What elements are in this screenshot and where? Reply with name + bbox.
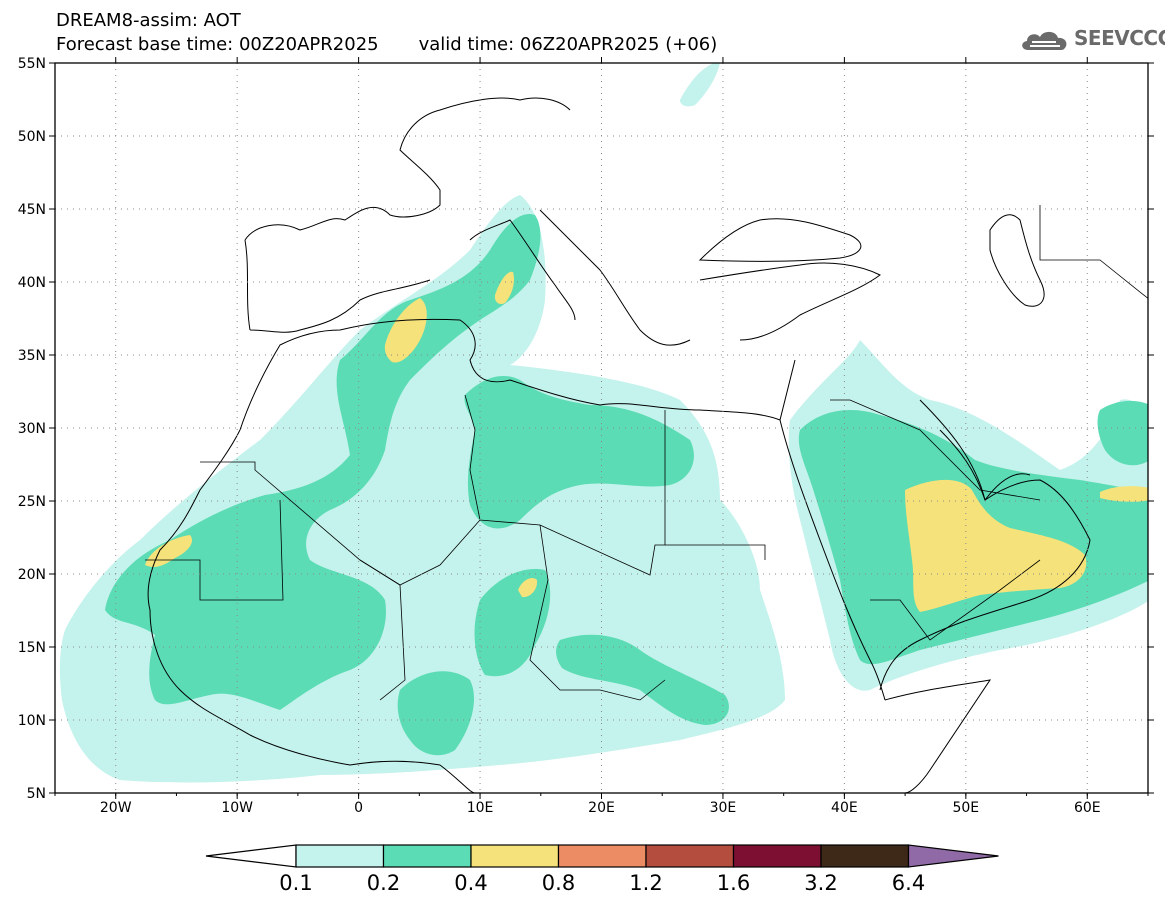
lon-label: 30E	[710, 800, 737, 816]
colorbar: 0.1 0.2 0.4 0.8 1.2 1.6 3.2 6.4	[205, 844, 999, 895]
border-line	[200, 410, 666, 586]
colorbar-swatch	[732, 844, 822, 868]
coastlines	[147, 97, 1091, 793]
colorbar-label: 1.2	[629, 871, 662, 895]
colorbar-label: 0.4	[454, 871, 487, 895]
lat-label: 15N	[18, 640, 46, 656]
seevccc-logo: SEEVCCC	[1018, 24, 1165, 56]
lat-label: 5N	[27, 786, 46, 802]
aot-level-0.2-iran	[1097, 400, 1148, 466]
lon-label: 0	[354, 800, 363, 816]
europe-coastline	[244, 97, 571, 241]
lat-label: 55N	[18, 56, 46, 72]
axis-ticks	[49, 57, 1154, 799]
north-africa-coastline	[239, 318, 781, 431]
colorbar-swatch	[382, 844, 472, 868]
west-africa-coastline	[147, 429, 441, 766]
colorbar-low-arrow	[205, 844, 297, 868]
aot-level-0.1-egypt	[720, 595, 749, 629]
colorbar-swatch	[645, 844, 735, 868]
colorbar-swatch	[470, 844, 560, 868]
latitude-labels: 55N 50N 45N 40N 35N 30N 25N 20N 15N 10N 5N	[18, 56, 46, 802]
lon-label: 20E	[588, 800, 615, 816]
lat-label: 35N	[18, 348, 46, 364]
caspian-coastline	[989, 214, 1045, 307]
colorbar-label: 3.2	[804, 871, 837, 895]
lon-label: 60E	[1074, 800, 1101, 816]
colorbar-label: 0.2	[367, 871, 400, 895]
country-borders	[145, 205, 1148, 701]
lon-label: 50E	[952, 800, 979, 816]
aot-level-0.2-sudan	[556, 634, 729, 725]
border-line	[359, 559, 406, 701]
lon-label: 20W	[100, 800, 132, 816]
black-sea-coastline	[698, 218, 862, 262]
aot-level-0.1-north	[680, 63, 720, 107]
border-line	[830, 399, 1041, 501]
aot-level-0.4-algeria	[384, 298, 427, 363]
logo-text: SEEVCCC	[1074, 26, 1165, 50]
balkans-coastline	[539, 209, 691, 346]
aot-level-0.2-west-africa	[105, 214, 541, 710]
colorbar-label: 0.1	[279, 871, 312, 895]
border-line	[529, 524, 666, 701]
lon-label: 10E	[467, 800, 494, 816]
aot-level-0.2-nigeria	[397, 671, 475, 756]
valid-time: valid time: 06Z20APR2025 (+06)	[418, 34, 718, 55]
lon-label: 10W	[221, 800, 253, 816]
lat-label: 20N	[18, 567, 46, 583]
time-info: Forecast base time: 00Z20APR2025 valid ti…	[56, 34, 717, 56]
horn-coastline	[884, 679, 992, 793]
border-line	[145, 499, 284, 601]
lon-label: 40E	[831, 800, 858, 816]
aot-level-0.2-libya	[464, 375, 694, 529]
aot-level-0.4-gulf	[1100, 486, 1148, 502]
levant-red-sea-coastline	[779, 359, 886, 701]
map-title: DREAM8-assim: AOT	[56, 10, 241, 31]
border-line	[870, 559, 1041, 641]
cloud-icon	[1022, 31, 1067, 50]
aot-level-0.4-arabia	[905, 479, 1087, 612]
colorbar-swatch	[557, 844, 647, 868]
lat-label: 40N	[18, 275, 46, 291]
colorbar-swatch	[820, 844, 910, 868]
colorbar-swatch	[295, 844, 385, 868]
aot-level-0.4-sardinia	[494, 271, 515, 305]
lat-label: 10N	[18, 713, 46, 729]
turkey-coastline	[699, 262, 881, 341]
colorbar-high-arrow	[907, 844, 999, 868]
border-line	[1039, 205, 1148, 299]
longitude-labels: 20W 10W 0 10E 20E 30E 40E 50E 60E	[100, 800, 1101, 816]
persian-gulf-coastline	[939, 429, 1031, 501]
lat-label: 25N	[18, 494, 46, 510]
lat-label: 45N	[18, 202, 46, 218]
italy-coastline	[469, 219, 576, 321]
arabia-east-coastline	[879, 399, 1091, 691]
lat-label: 30N	[18, 421, 46, 437]
aot-level-0.4-niger	[518, 578, 538, 598]
forecast-base-time: Forecast base time: 00Z20APR2025	[56, 34, 379, 55]
border-line	[665, 544, 766, 560]
aot-level-0.2-chad	[474, 569, 551, 677]
iberia-coastline	[244, 239, 431, 333]
colorbar-label: 6.4	[892, 871, 925, 895]
colorbar-label: 0.8	[542, 871, 575, 895]
aot-level-0.4-mauritania	[145, 535, 193, 568]
lat-label: 50N	[18, 129, 46, 145]
colorbar-label: 1.6	[717, 871, 750, 895]
border-line	[464, 394, 481, 521]
